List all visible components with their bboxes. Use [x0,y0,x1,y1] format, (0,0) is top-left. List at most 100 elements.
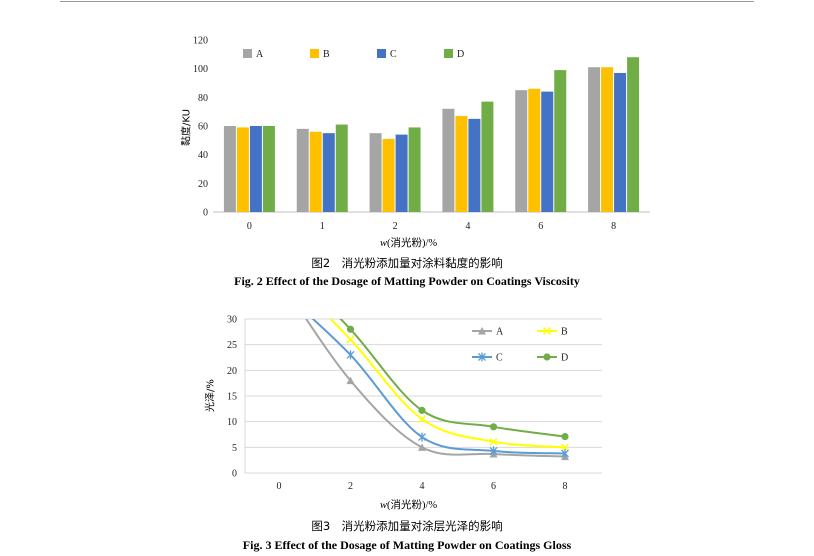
fig2-bar-D [481,101,494,212]
fig3-point-C [418,432,426,442]
fig3-point-B [561,443,569,452]
fig3-legend-marker-A [478,327,486,335]
fig3-line-B [329,319,566,449]
fig3-point-B [346,335,355,344]
page-header-rule [60,1,754,2]
fig2-bar-C [395,134,408,212]
fig2-legend-swatch-A [243,49,252,58]
fig3-legend-label-A: A [496,327,504,338]
fig3-legend-marker-B [543,327,551,335]
fig2-bar-C [249,126,262,212]
fig3-line-A [305,319,566,458]
fig3-point-D [418,406,426,414]
header-marks: · · · [743,0,757,4]
fig3-point-B [418,415,426,424]
fig2-x-axis-label: w(消光粉)/% [380,235,437,250]
fig2-bar-C [322,133,335,212]
fig2-bar-C [614,72,627,212]
fig2-bar-A [588,67,601,212]
fig2-y-tick-label: 60 [198,122,208,133]
fig2-bar-C [541,91,554,212]
fig2-bar-A [442,108,455,212]
fig3-y-tick-label: 0 [232,469,237,480]
fig3-y-axis-label: 光泽/% [205,379,217,412]
fig3-x-tick-label: 8 [563,481,568,492]
fig3-y-tick-label: 10 [227,417,237,428]
fig3-y-tick-label: 5 [232,443,237,454]
fig2-y-tick-label: 120 [193,36,208,47]
fig3-point-D [489,423,498,431]
fig2-bar-B [601,67,614,212]
fig2-y-tick-label: 100 [193,64,208,75]
fig3-line-D [339,319,566,438]
fig2-bar-D [627,57,640,213]
fig3-legend-label-C: C [496,353,503,364]
fig2-x-tick-label: 8 [611,221,616,232]
fig3-caption-cn: 图3 消光粉添加量对涂层光泽的影响 [311,519,503,533]
fig3-point-B [489,437,498,446]
fig3-point-A [346,376,355,385]
fig3-point-C [346,350,355,360]
fig2-legend-label-D: D [457,49,464,60]
fig3-legend-label-D: D [561,353,568,364]
fig3-x-axis-var: w [380,500,388,511]
fig3-y-tick-label: 15 [227,392,237,403]
fig2-legend-label-C: C [390,49,397,60]
fig3-caption-en: Fig. 3 Effect of the Dosage of Matting P… [242,538,572,552]
fig2-bar-D [262,126,275,212]
fig2-x-tick-label: 2 [393,221,398,232]
fig3-point-D [561,432,569,441]
fig2-bar-C [468,118,481,212]
fig2-y-tick-label: 40 [198,150,208,161]
fig3-x-tick-label: 4 [420,481,425,492]
fig3-point-C [489,446,498,456]
fig3-x-axis-label: w(消光粉)/% [380,497,437,512]
fig3-point-A [418,443,426,451]
fig2-x-axis-var: w [380,238,388,249]
fig3-point-D [275,254,282,261]
fig2-bar-A [369,133,382,212]
fig2-bar-D [335,124,348,212]
fig3-series-group [275,254,569,461]
fig2-bar-B [309,131,322,212]
fig3-legend-marker-D [543,353,551,361]
fig2-bar-B [236,127,249,212]
fig2-bar-B [382,138,395,212]
fig3-point-C [561,448,569,458]
fig3-x-tick-label: 2 [348,481,353,492]
fig2-caption-en: Fig. 2 Effect of the Dosage of Matting P… [234,274,580,288]
fig2-x-tick-label: 0 [247,221,252,232]
fig2-x-axis-text: (消光粉)/% [387,238,438,249]
fig2-y-tick-label: 20 [198,179,208,190]
fig3-legend-label-B: B [561,327,568,338]
fig2-bar-D [554,70,567,212]
fig2-legend-swatch-D [444,49,453,58]
fig2-bar-B [455,115,468,212]
fig3-legend-marker-C [478,352,486,362]
fig2-caption-cn: 图2 消光粉添加量对涂料黏度的影响 [311,256,503,270]
fig2-x-tick-label: 6 [538,221,543,232]
fig2-bar-B [528,88,541,212]
fig2-bar-D [408,127,421,212]
fig3-x-tick-label: 6 [491,481,496,492]
fig3-point-A [275,274,283,282]
fig2-legend-label-A: A [256,49,264,60]
fig3-y-tick-label: 25 [227,340,237,351]
fig2-legend-swatch-B [310,49,319,58]
fig2-x-tick-label: 1 [320,221,325,232]
fig2-legend-label-B: B [323,49,330,60]
fig2-bar-A [223,126,236,212]
fig3-point-C [276,284,283,293]
fig3-point-B [276,264,283,271]
fig3-line-C [311,319,566,455]
fig3-y-tick-label: 20 [227,366,237,377]
fig2-y-tick-label: 80 [198,93,208,104]
fig2-y-tick-label: 0 [203,208,208,219]
fig3-point-D [346,325,355,333]
fig3-y-tick-label: 30 [227,315,237,326]
fig2-bar-A [296,128,309,212]
fig2-bar-A [515,90,528,212]
fig3-x-axis-text: (消光粉)/% [387,500,438,511]
